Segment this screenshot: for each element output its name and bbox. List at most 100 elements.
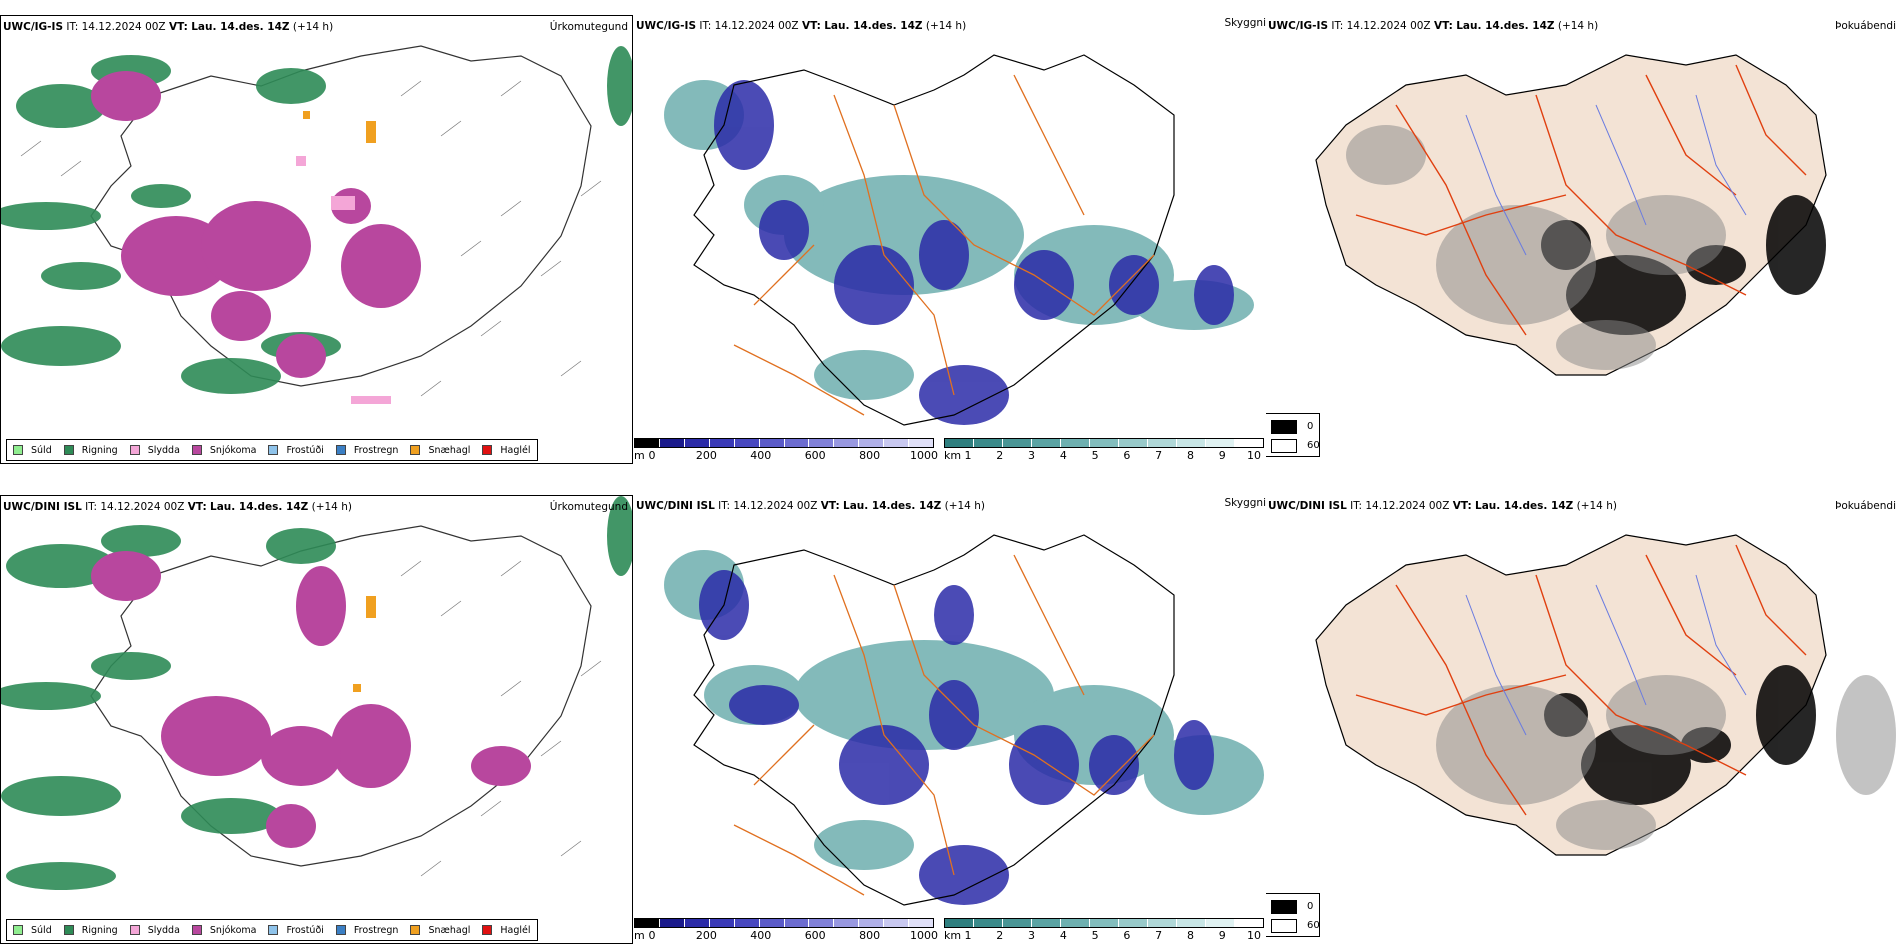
cloud-base-colorbar-swatches	[634, 438, 934, 448]
it-value: 14.12.2024 00Z	[1346, 20, 1431, 32]
colorbar-swatch	[1003, 919, 1032, 927]
lead-time: (+14 h)	[292, 21, 334, 33]
legend-item-sudd: Súld	[13, 445, 52, 456]
visibility-colorbar-swatches	[944, 438, 1264, 448]
it-value: 14.12.2024 00Z	[100, 501, 185, 513]
colorbar-swatch	[859, 439, 885, 447]
colorbar-tick-label: 400	[750, 449, 772, 462]
fog-legend-swatch-60	[1271, 439, 1297, 453]
colorbar-swatch	[709, 439, 735, 447]
model-name: UWC/IG-IS	[636, 20, 697, 32]
colorbar-swatch	[945, 919, 974, 927]
colorbar-tick-label: 10	[1247, 929, 1261, 942]
iceland-outline	[693, 534, 1175, 906]
colorbar-tick-label: 4	[1059, 449, 1067, 462]
visibility-colorbar-swatches	[944, 918, 1264, 928]
iceland-land	[1315, 54, 1827, 376]
colorbar-swatch	[1148, 439, 1177, 447]
precip-type-panel-row1: UWC/IG-IS IT: 14.12.2024 00Z VT: Lau. 14…	[0, 15, 633, 464]
colorbar-tick-label: 400	[750, 929, 772, 942]
cloud-visibility-panel-row1: UWC/IG-IS IT: 14.12.2024 00Z VT: Lau. 14…	[634, 15, 1266, 464]
colorbar-tick-label: 0	[648, 449, 656, 462]
colorbar-tick-label: 5	[1091, 449, 1099, 462]
colorbar-swatch	[734, 919, 760, 927]
colorbar-swatch	[684, 439, 710, 447]
vt-label: VT:	[1452, 500, 1472, 512]
legend-item-frostudi: Frostúði	[268, 445, 324, 456]
vt-label: VT:	[820, 500, 840, 512]
colorbar-swatch	[734, 439, 760, 447]
it-value: 14.12.2024 00Z	[733, 500, 818, 512]
colorbar-tick-label: 8	[1186, 449, 1194, 462]
it-label: IT:	[1331, 20, 1344, 32]
colorbar-swatch	[1032, 439, 1061, 447]
colorbar-swatch	[1119, 919, 1148, 927]
visibility-unit: km	[944, 929, 962, 942]
colorbar-tick-label: 10	[1247, 449, 1261, 462]
precip-panel-title: Úrkomutegund	[549, 21, 628, 33]
panel-title: UWC/DINI ISL IT: 14.12.2024 00Z VT: Lau.…	[636, 500, 985, 512]
colorbar-swatch	[884, 919, 910, 927]
vt-label: VT:	[1433, 20, 1453, 32]
colorbar-swatch	[909, 439, 934, 447]
cloud-base-colorbar-swatches	[634, 918, 934, 928]
visibility-unit: km	[944, 449, 962, 462]
colorbar-tick-label: 9	[1218, 929, 1226, 942]
fog-legend-label-60: 60	[1307, 440, 1320, 451]
colorbar-tick-label: 5	[1091, 929, 1099, 942]
precip-type-panel-row2: UWC/DINI ISL IT: 14.12.2024 00Z VT: Lau.…	[0, 495, 633, 944]
colorbar-swatch	[1148, 919, 1177, 927]
fog-legend-swatch-0	[1271, 420, 1297, 434]
lead-time: (+14 h)	[1557, 20, 1599, 32]
colorbar-swatch	[1206, 919, 1235, 927]
panel-title: UWC/IG-IS IT: 14.12.2024 00Z VT: Lau. 14…	[3, 21, 333, 33]
it-label: IT:	[85, 501, 98, 513]
colorbar-swatch	[909, 919, 934, 927]
lead-time: (+14 h)	[944, 500, 985, 512]
colorbar-swatch	[759, 439, 785, 447]
vt-value: Lau. 14.des. 14Z	[210, 501, 309, 513]
colorbar-swatch	[635, 439, 660, 447]
fog-legend-swatch-60	[1271, 919, 1297, 933]
colorbar-swatch	[1177, 439, 1206, 447]
colorbar-tick-label: 1	[964, 929, 972, 942]
fog-legend: 0 60	[1266, 893, 1320, 937]
iceland-outline	[90, 45, 592, 387]
fog-index-map	[1315, 54, 1827, 376]
colorbar-swatch	[1235, 439, 1263, 447]
legend-item-frostregn: Frostregn	[335, 445, 398, 456]
model-name: UWC/DINI ISL	[1268, 500, 1347, 512]
colorbar-tick-label: 200	[695, 929, 717, 942]
fog-index-map	[1315, 534, 1896, 856]
colorbar-swatch	[1032, 919, 1061, 927]
colorbar-swatch	[1003, 439, 1032, 447]
lead-time: (+14 h)	[925, 20, 967, 32]
precip-panel-title: Úrkomutegund	[549, 501, 628, 513]
colorbar-swatch	[659, 439, 685, 447]
vt-value: Lau. 14.des. 14Z	[191, 21, 290, 33]
colorbar-swatch	[974, 919, 1003, 927]
precip-type-map	[1, 496, 632, 890]
colorbar-tick-label: 0	[648, 929, 656, 942]
colorbar-swatch	[1206, 439, 1235, 447]
fog-legend-label-0: 0	[1307, 421, 1314, 432]
vt-value: Lau. 14.des. 14Z	[824, 20, 923, 32]
legend-item-haglel: Haglél	[482, 925, 531, 936]
colorbar-swatch	[709, 919, 735, 927]
colorbar-tick-label: 800	[859, 929, 881, 942]
it-value: 14.12.2024 00Z	[81, 21, 166, 33]
fog-index-panel-row2: UWC/DINI ISL IT: 14.12.2024 00Z VT: Lau.…	[1266, 495, 1900, 944]
colorbar-tick-label: 600	[804, 449, 826, 462]
it-label: IT:	[699, 20, 712, 32]
model-name: UWC/DINI ISL	[636, 500, 715, 512]
vt-value: Lau. 14.des. 14Z	[1475, 500, 1574, 512]
legend-item-frostregn: Frostregn	[335, 925, 398, 936]
panel-title: UWC/IG-IS IT: 14.12.2024 00Z VT: Lau. 14…	[636, 20, 966, 32]
fog-legend-label-0: 0	[1307, 901, 1314, 912]
vt-label: VT:	[187, 501, 207, 513]
legend-item-rigning: Rigning	[63, 445, 118, 456]
legend-item-sudd: Súld	[13, 925, 52, 936]
colorbar-swatch	[1177, 919, 1206, 927]
colorbar-swatch	[784, 919, 810, 927]
colorbar-swatch	[1119, 439, 1148, 447]
